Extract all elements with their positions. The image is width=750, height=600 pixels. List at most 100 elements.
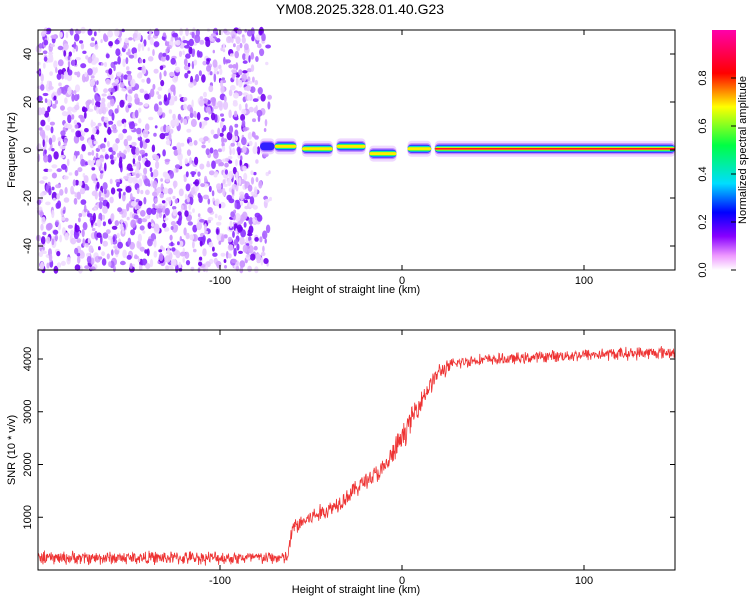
noise-blob bbox=[188, 46, 193, 55]
noise-blob bbox=[175, 39, 181, 46]
noise-blob bbox=[127, 237, 132, 246]
noise-blob bbox=[165, 139, 171, 146]
noise-blob bbox=[116, 181, 120, 188]
noise-blob bbox=[165, 136, 169, 140]
noise-blob bbox=[45, 135, 49, 143]
noise-blob bbox=[255, 56, 259, 62]
noise-blob bbox=[59, 145, 66, 150]
noise-blob bbox=[165, 54, 170, 61]
noise-blob bbox=[184, 193, 188, 200]
noise-blob bbox=[203, 91, 207, 98]
noise-blob bbox=[184, 203, 188, 212]
noise-blob bbox=[243, 221, 247, 228]
noise-blob bbox=[267, 94, 272, 100]
noise-blob bbox=[164, 255, 171, 263]
noise-blob bbox=[76, 191, 81, 200]
noise-blob bbox=[63, 139, 68, 144]
noise-blob bbox=[46, 236, 51, 244]
noise-blob bbox=[193, 248, 197, 253]
noise-blob bbox=[259, 48, 265, 57]
noise-blob bbox=[145, 189, 150, 196]
noise-blob bbox=[115, 138, 120, 144]
noise-blob bbox=[79, 187, 86, 195]
noise-blob bbox=[48, 80, 53, 89]
noise-blob bbox=[203, 136, 209, 142]
noise-blob bbox=[238, 177, 242, 186]
snr-frame bbox=[37, 329, 676, 571]
noise-blob bbox=[254, 237, 259, 242]
noise-blob bbox=[137, 43, 142, 48]
noise-blob bbox=[113, 245, 118, 249]
colorbar-tick-label: 0.4 bbox=[697, 166, 709, 181]
noise-blob bbox=[144, 103, 149, 107]
noise-blob bbox=[42, 138, 45, 148]
noise-blob bbox=[90, 75, 95, 79]
noise-blob bbox=[90, 134, 95, 140]
noise-blob bbox=[142, 129, 149, 138]
noise-blob bbox=[91, 150, 95, 156]
noise-blob bbox=[98, 191, 102, 199]
noise-blob bbox=[91, 227, 96, 232]
noise-blob bbox=[89, 42, 95, 48]
noise-blob bbox=[70, 229, 74, 236]
noise-blob bbox=[128, 37, 133, 41]
frequency-peak-track bbox=[260, 138, 675, 162]
noise-blob bbox=[184, 158, 189, 165]
noise-blob bbox=[103, 88, 108, 94]
noise-blob bbox=[204, 36, 210, 42]
noise-blob bbox=[61, 111, 68, 117]
noise-blob bbox=[246, 29, 253, 37]
noise-blob bbox=[194, 156, 199, 166]
noise-blob bbox=[42, 176, 48, 180]
noise-blob bbox=[244, 28, 248, 33]
noise-blob bbox=[242, 70, 248, 74]
noise-blob bbox=[214, 213, 218, 219]
noise-blob bbox=[95, 87, 98, 92]
noise-blob bbox=[130, 193, 133, 200]
noise-blob bbox=[235, 176, 239, 182]
noise-blob bbox=[193, 59, 198, 66]
noise-blob bbox=[141, 218, 148, 223]
noise-blob bbox=[170, 57, 176, 65]
noise-blob bbox=[78, 180, 83, 187]
noise-blob bbox=[107, 126, 112, 135]
noise-blob bbox=[187, 70, 191, 74]
noise-blob bbox=[174, 198, 179, 204]
noise-blob bbox=[43, 39, 49, 46]
peak-segment bbox=[336, 138, 366, 155]
noise-blob bbox=[130, 229, 136, 236]
noise-blob bbox=[227, 178, 232, 187]
noise-blob bbox=[63, 197, 70, 203]
noise-blob bbox=[40, 119, 46, 127]
noise-blob bbox=[87, 237, 91, 244]
noise-blob bbox=[265, 171, 270, 177]
noise-blob bbox=[125, 66, 130, 71]
noise-blob bbox=[110, 159, 115, 165]
noise-blob bbox=[175, 264, 179, 273]
noise-blob bbox=[197, 236, 204, 242]
noise-blob bbox=[123, 149, 127, 155]
noise-blob bbox=[234, 123, 239, 128]
noise-blob bbox=[213, 173, 218, 178]
noise-blob bbox=[240, 155, 243, 161]
noise-blob bbox=[233, 43, 236, 48]
noise-blob bbox=[238, 103, 242, 111]
noise-blob bbox=[233, 92, 239, 99]
noise-blob bbox=[107, 30, 114, 38]
noise-blob bbox=[138, 178, 143, 187]
noise-blob bbox=[98, 246, 101, 251]
noise-blob bbox=[45, 124, 51, 131]
noise-blob bbox=[260, 251, 266, 257]
noise-blob bbox=[188, 203, 192, 211]
noise-blob bbox=[170, 84, 176, 92]
colorbar-ticks: 0.0 0.2 0.4 0.6 0.8 bbox=[697, 70, 736, 278]
noise-blob bbox=[164, 158, 171, 163]
noise-blob bbox=[221, 136, 225, 144]
noise-blob bbox=[39, 261, 45, 271]
noise-blob bbox=[133, 52, 138, 59]
noise-blob bbox=[111, 112, 115, 121]
noise-blob bbox=[196, 222, 203, 231]
noise-blob bbox=[81, 131, 86, 137]
noise-blob bbox=[185, 260, 191, 266]
noise-blob bbox=[222, 101, 229, 110]
